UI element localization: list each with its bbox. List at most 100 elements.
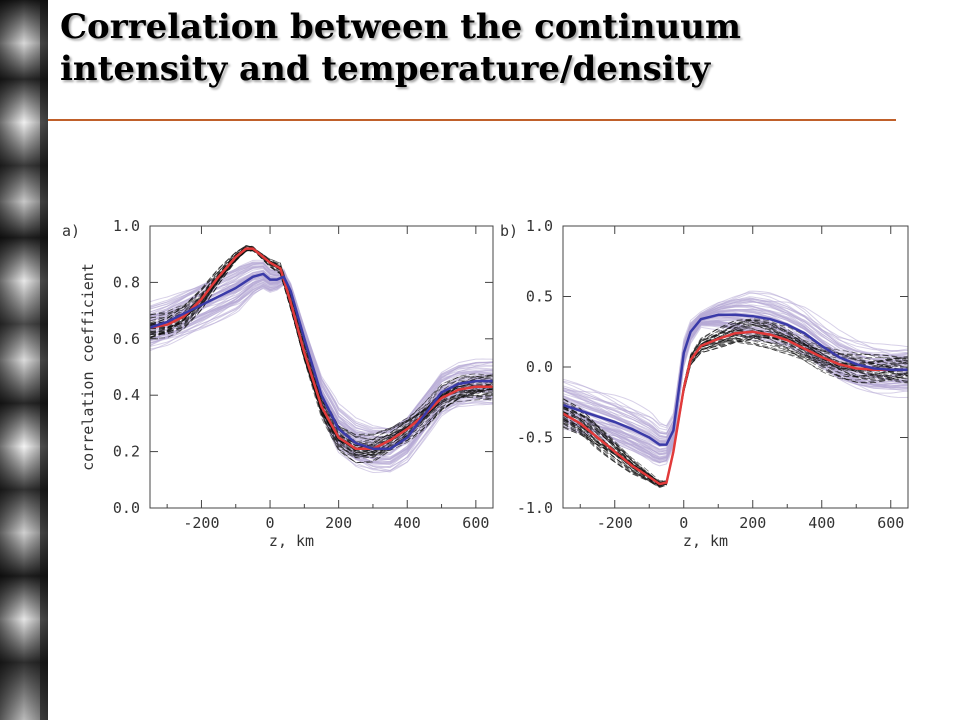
- black-curve-bundle: [563, 318, 908, 488]
- lavender-curve: [563, 301, 908, 438]
- black-curve: [150, 246, 493, 449]
- lavender-curve: [563, 314, 908, 460]
- x-tick-label: 200: [325, 514, 352, 532]
- black-curve: [150, 250, 493, 454]
- slide-title: Correlation between the continuum intens…: [60, 6, 920, 90]
- black-curve: [563, 322, 908, 483]
- x-tick-label: 400: [394, 514, 421, 532]
- x-tick-label: 200: [739, 514, 766, 532]
- lavender-curve: [563, 315, 908, 456]
- lavender-curve: [563, 300, 908, 429]
- black-curve: [150, 248, 493, 459]
- lavender-curve-bundle: [150, 259, 493, 474]
- y-tick-label: -0.5: [517, 429, 553, 447]
- black-curve-bundle: [150, 245, 493, 464]
- black-curve: [150, 247, 493, 449]
- plot-area: [563, 290, 908, 488]
- lavender-curve: [150, 279, 493, 463]
- black-curve: [150, 247, 493, 457]
- black-curve: [150, 249, 493, 456]
- slide-title-line-1: Correlation between the continuum: [60, 7, 741, 47]
- panel-label: b): [500, 222, 518, 240]
- chart-panel-b: -200 0 200 400 600 -1.0 -0.5 0.0 0.5 1.0 z, km b): [500, 217, 909, 550]
- lavender-curve-bundle: [563, 290, 908, 467]
- black-curve: [150, 246, 493, 449]
- black-curve: [150, 249, 493, 463]
- black-curve: [150, 249, 493, 457]
- plot-area: [150, 245, 493, 474]
- y-tick-label: 0.6: [113, 330, 140, 348]
- black-curve: [150, 247, 493, 457]
- x-tick-label: 0: [679, 514, 688, 532]
- black-curve: [150, 246, 493, 454]
- plot-frame: [562, 225, 909, 509]
- lavender-curve: [150, 259, 493, 433]
- black-curve: [150, 247, 493, 448]
- red-line: [563, 330, 908, 486]
- lavender-curve: [563, 300, 908, 427]
- black-curve: [563, 336, 908, 487]
- lavender-curve: [563, 290, 908, 438]
- lavender-curve: [563, 319, 908, 458]
- x-tick-label: 600: [877, 514, 904, 532]
- y-tick-label: 1.0: [113, 217, 140, 235]
- film-strip-decoration: [0, 0, 48, 720]
- black-curve: [563, 319, 908, 484]
- black-curve: [150, 248, 493, 448]
- lavender-curve: [150, 261, 493, 432]
- slide-title-line-2: intensity and temperature/density: [60, 49, 711, 89]
- lavender-curve: [563, 292, 908, 434]
- x-tick-label: 600: [462, 514, 489, 532]
- black-curve: [563, 323, 908, 486]
- blue-line: [150, 272, 493, 451]
- black-curve: [150, 249, 493, 456]
- lavender-curve: [563, 312, 908, 445]
- black-curve: [150, 248, 493, 459]
- title-underline: [48, 119, 896, 121]
- y-tick-label: 1.0: [526, 217, 553, 235]
- plot-frame: [149, 225, 494, 509]
- y-tick-label: 0.2: [113, 443, 140, 461]
- black-curve: [563, 318, 908, 484]
- black-curve: [150, 249, 493, 457]
- y-tick-label: 0.0: [113, 499, 140, 517]
- x-tick-label: -200: [597, 514, 633, 532]
- lavender-curve: [563, 299, 908, 427]
- black-curve: [150, 249, 493, 464]
- panel-label: a): [62, 222, 80, 240]
- chart-panel-a: -200 0 200 400 600 0.0 0.2 0.4 0.6 0.8 1.0 z, km cor…: [62, 217, 494, 550]
- lavender-curve: [563, 325, 908, 467]
- black-curve: [150, 249, 493, 452]
- black-curve: [150, 249, 493, 459]
- black-curve: [150, 249, 493, 452]
- x-axis-label: z, km: [683, 532, 728, 550]
- black-curve: [563, 326, 908, 484]
- black-curve: [150, 247, 493, 455]
- black-curve: [150, 250, 493, 456]
- black-curve: [150, 248, 493, 457]
- lavender-curve: [563, 321, 908, 455]
- black-curve: [150, 249, 493, 450]
- lavender-curve: [563, 298, 908, 435]
- x-tick-label: 0: [266, 514, 275, 532]
- lavender-curve: [150, 284, 493, 459]
- black-curve: [150, 250, 493, 454]
- x-tick-label: -200: [183, 514, 219, 532]
- blue-line: [563, 313, 908, 446]
- y-tick-label: 0.8: [113, 273, 140, 291]
- y-tick-label: 0.0: [526, 358, 553, 376]
- black-curve: [150, 249, 493, 463]
- black-curve: [150, 250, 493, 453]
- y-tick-label: 0.5: [526, 288, 553, 306]
- black-curve: [150, 247, 493, 453]
- black-curve: [563, 319, 908, 485]
- y-axis-label: correlation coefficient: [79, 263, 97, 471]
- x-tick-label: 400: [808, 514, 835, 532]
- black-curve: [150, 246, 493, 449]
- y-tick-label: 0.4: [113, 386, 140, 404]
- black-curve: [563, 341, 908, 487]
- black-curve: [150, 248, 493, 452]
- black-curve: [150, 247, 493, 456]
- x-axis-label: z, km: [269, 532, 314, 550]
